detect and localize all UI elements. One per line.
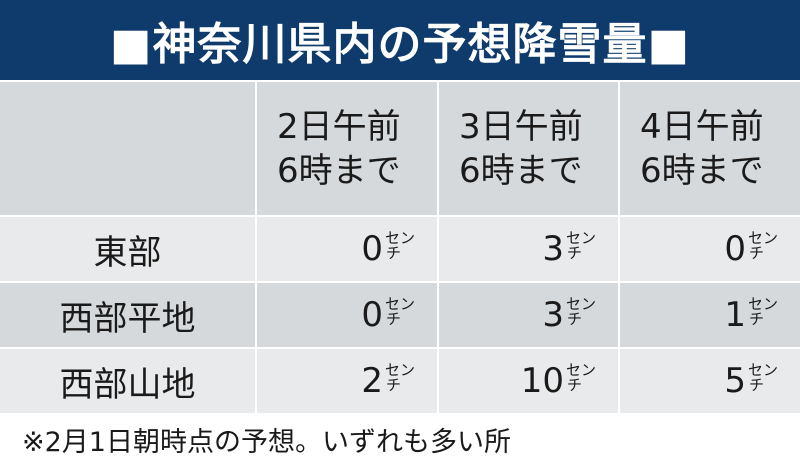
unit-bottom: チ xyxy=(385,244,401,262)
value-number: 1 xyxy=(724,295,746,335)
unit-label: センチ xyxy=(566,297,596,327)
unit-label: センチ xyxy=(748,363,778,393)
value-number: 2 xyxy=(361,361,383,401)
value-cell: 3 センチ xyxy=(439,217,618,281)
value-cell: 0 センチ xyxy=(620,217,800,281)
unit-bottom: チ xyxy=(566,244,582,262)
value-number: 10 xyxy=(520,361,564,401)
page-title: ■神奈川県内の予想降雪量■ xyxy=(0,0,800,80)
value-cell: 2 センチ xyxy=(257,349,437,413)
header-empty-cell xyxy=(0,82,255,215)
value-number: 5 xyxy=(724,361,746,401)
row-label: 西部山地 xyxy=(0,349,255,413)
column-header-label: 4日午前 6時まで xyxy=(640,106,764,191)
value-number: 3 xyxy=(542,229,564,269)
column-header: 2日午前 6時まで xyxy=(257,82,437,215)
unit-bottom: チ xyxy=(748,244,764,262)
unit-top: セン xyxy=(384,229,415,247)
unit-label: センチ xyxy=(566,231,596,261)
unit-top: セン xyxy=(565,361,596,379)
unit-label: センチ xyxy=(566,363,596,393)
column-header: 3日午前 6時まで xyxy=(439,82,618,215)
column-header: 4日午前 6時まで xyxy=(620,82,800,215)
unit-label: センチ xyxy=(385,297,415,327)
value-cell: 1 センチ xyxy=(620,283,800,347)
column-header-label: 2日午前 6時まで xyxy=(277,106,401,191)
value-cell: 10 センチ xyxy=(439,349,618,413)
unit-top: セン xyxy=(747,229,778,247)
row-label: 西部平地 xyxy=(0,283,255,347)
unit-label: センチ xyxy=(385,231,415,261)
value-cell: 5 センチ xyxy=(620,349,800,413)
unit-label: センチ xyxy=(748,297,778,327)
snowfall-table: 2日午前 6時まで 3日午前 6時まで 4日午前 6時まで 東部 0 センチ 3 センチ… xyxy=(0,82,800,413)
value-number: 3 xyxy=(542,295,564,335)
unit-top: セン xyxy=(747,295,778,313)
unit-bottom: チ xyxy=(566,310,582,328)
value-cell: 0 センチ xyxy=(257,283,437,347)
unit-top: セン xyxy=(565,229,596,247)
value-cell: 0 センチ xyxy=(257,217,437,281)
unit-bottom: チ xyxy=(748,310,764,328)
value-number: 0 xyxy=(724,229,746,269)
footnote: ※2月1日朝時点の予想。いずれも多い所 xyxy=(22,427,511,458)
unit-top: セン xyxy=(384,361,415,379)
unit-label: センチ xyxy=(748,231,778,261)
value-number: 0 xyxy=(361,295,383,335)
unit-label: センチ xyxy=(385,363,415,393)
unit-bottom: チ xyxy=(566,376,582,394)
unit-top: セン xyxy=(747,361,778,379)
unit-bottom: チ xyxy=(748,376,764,394)
value-number: 0 xyxy=(361,229,383,269)
value-cell: 3 センチ xyxy=(439,283,618,347)
unit-top: セン xyxy=(565,295,596,313)
unit-bottom: チ xyxy=(385,310,401,328)
unit-bottom: チ xyxy=(385,376,401,394)
column-header-label: 3日午前 6時まで xyxy=(459,106,583,191)
row-label: 東部 xyxy=(0,217,255,281)
unit-top: セン xyxy=(384,295,415,313)
